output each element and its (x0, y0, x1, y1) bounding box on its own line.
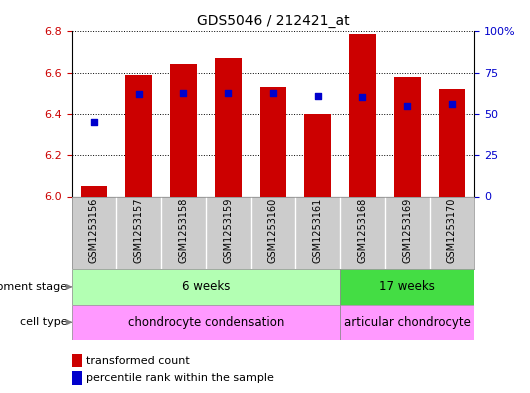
Text: GSM1253158: GSM1253158 (179, 198, 189, 263)
Text: GSM1253156: GSM1253156 (89, 198, 99, 263)
Bar (72, 371, 82, 385)
Point (403, 103, 411, 109)
Bar (215, 58, 242, 196)
Text: GSM1253170: GSM1253170 (447, 198, 457, 263)
Point (358, 94, 367, 101)
Point (448, 101, 456, 107)
Text: 6 weeks: 6 weeks (182, 280, 230, 294)
Bar (304, 114, 331, 196)
Text: transformed count: transformed count (86, 356, 189, 366)
Bar (125, 75, 152, 196)
Text: chondrocyte condensation: chondrocyte condensation (128, 316, 284, 329)
Title: GDS5046 / 212421_at: GDS5046 / 212421_at (197, 14, 349, 28)
Point (313, 93, 322, 99)
Text: 17 weeks: 17 weeks (379, 280, 435, 294)
Text: GSM1253159: GSM1253159 (223, 198, 233, 263)
Bar (72, 354, 82, 367)
Text: GSM1253168: GSM1253168 (357, 198, 367, 263)
Bar (81, 186, 108, 196)
Point (90, 119, 98, 125)
Point (224, 89, 233, 95)
Bar (260, 87, 286, 196)
Point (269, 89, 277, 95)
Bar (170, 64, 197, 196)
Point (179, 89, 188, 95)
Text: GSM1253161: GSM1253161 (313, 198, 323, 263)
Bar (340, 269, 474, 305)
Text: GSM1253157: GSM1253157 (134, 198, 144, 263)
Bar (438, 89, 465, 196)
Text: development stage: development stage (0, 282, 67, 292)
Text: GSM1253160: GSM1253160 (268, 198, 278, 263)
Bar (72, 269, 340, 305)
Text: cell type: cell type (20, 317, 67, 327)
Text: articular chondrocyte: articular chondrocyte (344, 316, 471, 329)
Point (135, 91, 143, 97)
Bar (394, 77, 421, 196)
Text: percentile rank within the sample: percentile rank within the sample (86, 373, 273, 384)
Bar (340, 305, 474, 340)
Bar (349, 33, 376, 196)
Bar (72, 305, 340, 340)
Text: GSM1253169: GSM1253169 (402, 198, 412, 263)
